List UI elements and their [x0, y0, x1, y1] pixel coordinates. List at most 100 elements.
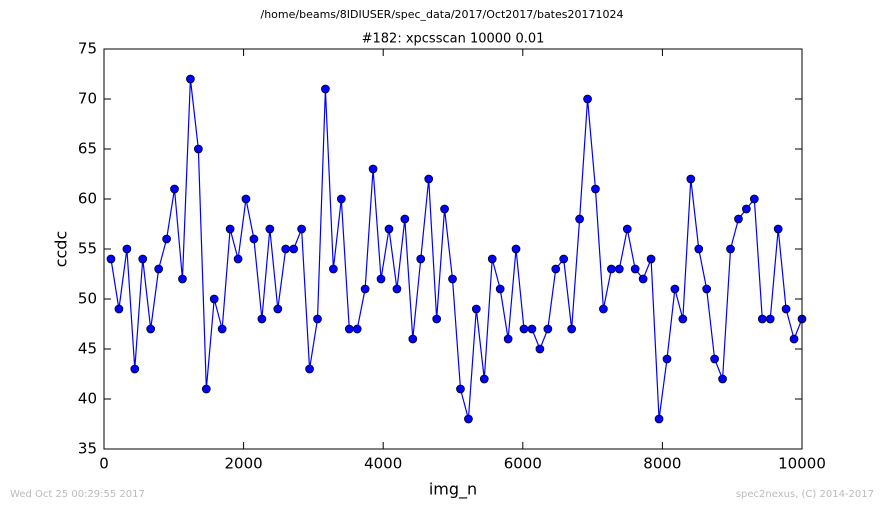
data-point	[479, 374, 489, 384]
data-point	[233, 254, 243, 264]
data-point	[241, 194, 251, 204]
data-point	[178, 274, 187, 284]
data-point	[670, 284, 680, 294]
data-point	[376, 274, 386, 284]
data-point	[281, 244, 291, 254]
data-point	[344, 324, 354, 334]
data-point	[209, 294, 219, 304]
data-point	[527, 324, 537, 334]
data-point	[321, 84, 330, 94]
data-point	[543, 324, 553, 334]
data-point	[138, 254, 148, 264]
y-tick-label: 70	[78, 90, 97, 108]
data-point	[305, 364, 314, 374]
x-tick-label: 4000	[364, 455, 402, 473]
data-point	[114, 304, 124, 314]
data-point	[146, 324, 156, 334]
y-tick-label: 55	[78, 240, 97, 258]
chart-title: #182: xpcsscan 10000 0.01	[362, 32, 545, 47]
data-point	[297, 224, 306, 234]
data-point	[591, 184, 600, 194]
data-point	[535, 344, 545, 354]
data-point	[440, 204, 449, 214]
data-point	[265, 224, 275, 234]
data-line	[110, 78, 803, 420]
y-tick-label: 35	[78, 440, 97, 458]
data-point	[789, 334, 799, 344]
data-point	[201, 384, 211, 394]
data-point	[186, 74, 195, 84]
data-point	[384, 224, 394, 234]
data-point	[456, 384, 465, 394]
y-tick-label: 45	[78, 340, 97, 358]
data-point	[686, 174, 696, 184]
data-point	[702, 284, 712, 294]
data-point	[225, 224, 235, 234]
data-point	[368, 164, 378, 174]
data-point	[630, 264, 640, 274]
data-point	[154, 264, 164, 274]
data-point	[162, 234, 171, 244]
data-point	[559, 254, 569, 264]
data-point	[742, 204, 751, 214]
data-point	[622, 224, 632, 234]
x-tick-label: 0	[99, 455, 109, 473]
x-axis-label: img_n	[429, 480, 477, 500]
data-point	[289, 244, 298, 254]
data-point	[313, 314, 322, 324]
data-point	[773, 224, 783, 234]
y-tick-label: 65	[78, 140, 97, 158]
data-point	[416, 254, 426, 264]
data-point	[257, 314, 267, 324]
data-point	[329, 264, 338, 274]
data-point	[781, 304, 791, 314]
data-point	[614, 264, 624, 274]
data-point	[122, 244, 132, 254]
y-tick-label: 40	[78, 390, 97, 408]
data-point	[511, 244, 521, 254]
data-point	[194, 144, 203, 154]
data-point	[710, 354, 719, 364]
data-point	[567, 324, 577, 334]
data-point	[599, 304, 608, 314]
data-point	[646, 254, 656, 264]
plot-frame	[103, 48, 803, 450]
data-point	[757, 314, 767, 324]
data-point	[106, 254, 116, 264]
data-point	[170, 184, 179, 194]
data-point	[495, 284, 505, 294]
data-point	[336, 194, 346, 204]
data-point	[352, 324, 362, 334]
data-point	[471, 304, 481, 314]
data-point	[408, 334, 418, 344]
x-tick-label: 8000	[643, 455, 681, 473]
data-point	[519, 324, 529, 334]
x-tick-label: 2000	[225, 455, 263, 473]
data-point	[464, 414, 473, 424]
data-point	[487, 254, 497, 264]
x-tick-label: 6000	[504, 455, 542, 473]
data-point	[765, 314, 775, 324]
y-axis-label: ccdc	[52, 231, 71, 268]
data-point	[607, 264, 616, 274]
data-point	[217, 324, 227, 334]
data-point	[749, 194, 759, 204]
data-point	[400, 214, 410, 224]
data-point	[726, 244, 735, 254]
data-point	[654, 414, 664, 424]
y-tick-label: 75	[78, 40, 97, 58]
footer-left: Wed Oct 25 00:29:55 2017	[10, 489, 145, 500]
y-tick-label: 50	[78, 290, 97, 308]
data-point	[583, 94, 592, 104]
data-point	[448, 274, 457, 284]
data-point	[392, 284, 402, 294]
data-point	[130, 364, 140, 374]
data-point	[424, 174, 434, 184]
data-point	[503, 334, 513, 344]
data-point	[638, 274, 648, 284]
footer-right: spec2nexus, (C) 2014-2017	[736, 489, 874, 500]
data-point	[432, 314, 442, 324]
x-tick-label: 10000	[778, 455, 826, 473]
